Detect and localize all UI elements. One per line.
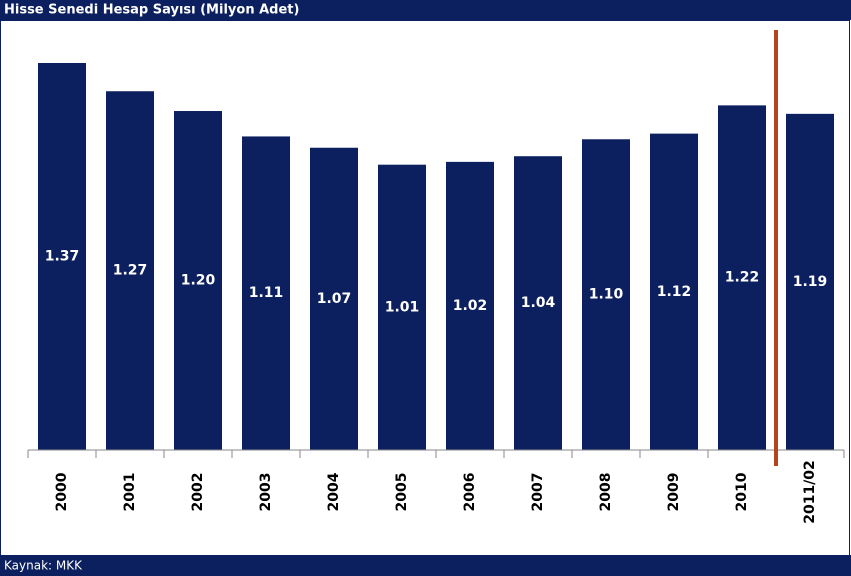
value-label: 1.01 [385, 299, 420, 315]
bar [378, 164, 426, 451]
value-label: 1.07 [317, 291, 352, 307]
value-label: 1.04 [521, 295, 556, 311]
footer-bar [0, 555, 851, 576]
x-tick-label: 2011/02 [802, 460, 818, 524]
value-label: 1.19 [793, 274, 828, 290]
value-label: 1.10 [589, 287, 624, 303]
x-tick-label: 2000 [54, 472, 70, 511]
x-tick-label: 2001 [122, 473, 138, 512]
bar [514, 156, 562, 450]
x-tick-label: 2009 [666, 473, 682, 512]
bar [786, 113, 834, 451]
bar [106, 91, 154, 451]
x-tick-label: 2005 [394, 473, 410, 512]
x-tick-label: 2003 [258, 473, 274, 512]
title-bar [0, 0, 851, 20]
value-label: 1.22 [725, 270, 760, 286]
bar [582, 139, 630, 450]
x-tick-label: 2008 [598, 473, 614, 512]
bar [174, 111, 222, 450]
bar [242, 136, 290, 450]
value-label: 1.02 [453, 298, 488, 314]
value-label: 1.27 [113, 263, 148, 279]
bar [650, 133, 698, 451]
value-label: 1.20 [181, 273, 216, 289]
x-tick-label: 2006 [462, 473, 478, 512]
bar [446, 161, 494, 451]
bar [718, 105, 766, 451]
bar [38, 63, 86, 450]
value-label: 1.12 [657, 284, 692, 300]
x-tick-label: 2002 [190, 473, 206, 512]
x-tick-label: 2004 [326, 472, 342, 511]
x-tick-label: 2007 [530, 473, 546, 512]
source-note: Kaynak: MKK [4, 559, 83, 573]
value-label: 1.11 [249, 285, 284, 301]
chart-title: Hisse Senedi Hesap Sayısı (Milyon Adet) [4, 3, 299, 18]
bar [310, 147, 358, 451]
value-label: 1.37 [45, 249, 80, 265]
x-tick-label: 2010 [734, 472, 750, 511]
